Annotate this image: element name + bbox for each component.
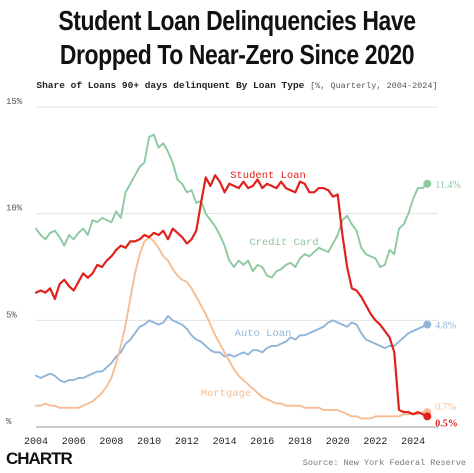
credit-card-line bbox=[35, 133, 429, 279]
title-line-2: Dropped To Near-Zero Since 2020 bbox=[59, 39, 415, 70]
credit-card-series-label: Credit Card bbox=[249, 237, 318, 249]
x-tick-label-2004: 2004 bbox=[24, 437, 48, 448]
auto-loan-series-label: Auto Loan bbox=[235, 328, 292, 340]
student-loan-end-label: 0.5% bbox=[435, 418, 458, 429]
chartr-logo: CHARTR bbox=[6, 449, 73, 468]
credit-card-end-label: 11.4% bbox=[435, 180, 460, 191]
mortgage-end-label: 0.7% bbox=[435, 402, 456, 413]
chart-subtitle: Share of Loans 90+ days delinquent By Lo… bbox=[0, 80, 474, 91]
x-tick-label-2006: 2006 bbox=[62, 437, 86, 448]
x-tick-label-2022: 2022 bbox=[363, 437, 387, 448]
y-tick-label-0: % bbox=[6, 417, 12, 427]
title-line-1: Student Loan Delinquencies Have bbox=[58, 5, 416, 36]
x-tick-label-2024: 2024 bbox=[401, 437, 425, 448]
x-tick-label-2008: 2008 bbox=[99, 437, 123, 448]
auto-loan-end-marker bbox=[423, 320, 432, 329]
x-tick-label-2010: 2010 bbox=[137, 437, 161, 448]
auto-loan-end-label: 4.8% bbox=[435, 321, 456, 332]
subtitle-meta: [%, Quarterly, 2004-2024] bbox=[310, 81, 438, 91]
student-loan-end-marker bbox=[423, 412, 432, 421]
source-note: Source: New York Federal Reserve bbox=[302, 458, 466, 468]
credit-card-end-marker bbox=[423, 179, 432, 188]
x-tick-label-2016: 2016 bbox=[250, 437, 274, 448]
student-loan-series-label: Student Loan bbox=[230, 170, 306, 182]
y-tick-label-15: 15% bbox=[6, 97, 23, 107]
student-loan-line bbox=[34, 174, 429, 418]
x-tick-label-2020: 2020 bbox=[326, 437, 350, 448]
mortgage-series-label: Mortgage bbox=[201, 388, 251, 400]
y-tick-label-10: 10% bbox=[6, 204, 23, 214]
chart-title: Student Loan Delinquencies Have Dropped … bbox=[43, 4, 432, 72]
x-tick-label-2014: 2014 bbox=[213, 437, 237, 448]
auto-loan-line bbox=[35, 315, 429, 384]
mortgage-line bbox=[35, 236, 429, 420]
subtitle-main: Share of Loans 90+ days delinquent By Lo… bbox=[36, 80, 305, 91]
y-tick-label-5: 5% bbox=[6, 310, 17, 320]
x-tick-label-2012: 2012 bbox=[175, 437, 199, 448]
x-tick-label-2018: 2018 bbox=[288, 437, 312, 448]
